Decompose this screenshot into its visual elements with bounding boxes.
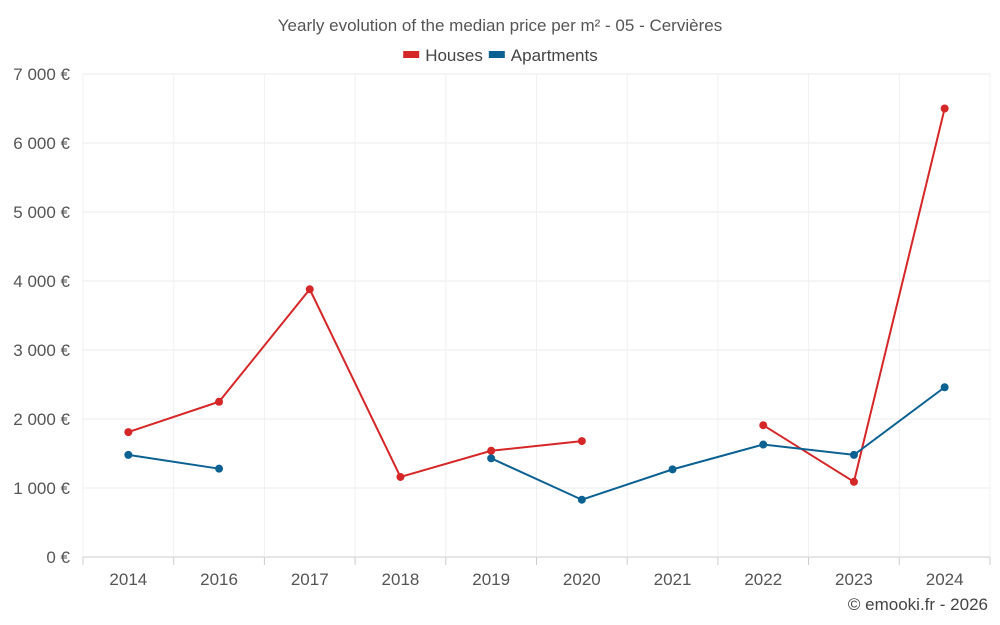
x-tick-label: 2021 bbox=[654, 570, 692, 589]
x-tick-label: 2018 bbox=[382, 570, 420, 589]
legend-item-apartments[interactable]: Apartments bbox=[488, 46, 598, 65]
y-tick-label: 5 000 € bbox=[13, 203, 70, 222]
point-apartments-2023[interactable] bbox=[849, 450, 858, 459]
y-tick-label: 3 000 € bbox=[13, 341, 70, 360]
x-tick-label: 2016 bbox=[200, 570, 238, 589]
point-houses-2017[interactable] bbox=[305, 285, 314, 294]
point-apartments-2020[interactable] bbox=[577, 495, 586, 504]
legend[interactable]: Houses Apartments bbox=[403, 46, 598, 65]
series-line-apartments bbox=[128, 453, 220, 470]
legend-item-houses[interactable]: Houses bbox=[403, 46, 483, 65]
point-apartments-2024[interactable] bbox=[940, 383, 949, 392]
x-tick-label: 2023 bbox=[835, 570, 873, 589]
legend-swatch-houses bbox=[403, 51, 420, 58]
point-apartments-2022[interactable] bbox=[759, 440, 768, 449]
series-layer bbox=[124, 104, 949, 504]
point-apartments-2014[interactable] bbox=[124, 450, 133, 459]
point-houses-2023[interactable] bbox=[849, 477, 858, 486]
point-apartments-2019[interactable] bbox=[487, 454, 496, 463]
x-tick-label: 2020 bbox=[563, 570, 601, 589]
point-houses-2016[interactable] bbox=[215, 397, 224, 406]
y-tick-label: 6 000 € bbox=[13, 134, 70, 153]
x-tick-label: 2019 bbox=[472, 570, 510, 589]
credit-text: © emooki.fr - 2026 bbox=[848, 595, 988, 614]
legend-swatch-apartments bbox=[488, 51, 505, 58]
point-apartments-2021[interactable] bbox=[668, 465, 677, 474]
point-houses-2022[interactable] bbox=[759, 421, 768, 430]
y-tick-label: 7 000 € bbox=[13, 65, 70, 84]
chart-title: Yearly evolution of the median price per… bbox=[278, 16, 722, 35]
point-apartments-2016[interactable] bbox=[215, 464, 224, 473]
x-tick-label: 2024 bbox=[926, 570, 964, 589]
x-tick-label: 2014 bbox=[109, 570, 147, 589]
x-tick-label: 2017 bbox=[291, 570, 329, 589]
series-line-houses bbox=[762, 108, 946, 484]
point-houses-2018[interactable] bbox=[396, 472, 405, 481]
y-tick-label: 0 € bbox=[46, 548, 70, 567]
point-houses-2014[interactable] bbox=[124, 428, 133, 437]
y-tick-label: 4 000 € bbox=[13, 272, 70, 291]
legend-label-houses: Houses bbox=[425, 46, 483, 65]
series-line-apartments bbox=[490, 386, 946, 501]
x-axis: 2014 2016 2017 2018 2019 2020 2021 2022 2023 2024 bbox=[82, 557, 991, 589]
y-tick-label: 1 000 € bbox=[13, 479, 70, 498]
legend-label-apartments: Apartments bbox=[511, 46, 598, 65]
y-tick-label: 2 000 € bbox=[13, 410, 70, 429]
point-houses-2019[interactable] bbox=[487, 446, 496, 455]
point-houses-2020[interactable] bbox=[577, 437, 586, 446]
series-line-houses bbox=[128, 287, 582, 479]
x-tick-label: 2022 bbox=[744, 570, 782, 589]
grid bbox=[82, 73, 991, 558]
point-houses-2024[interactable] bbox=[940, 104, 949, 113]
y-axis: 0 € 1 000 € 2 000 € 3 000 € 4 000 € 5 000 € 6 … bbox=[13, 65, 70, 567]
